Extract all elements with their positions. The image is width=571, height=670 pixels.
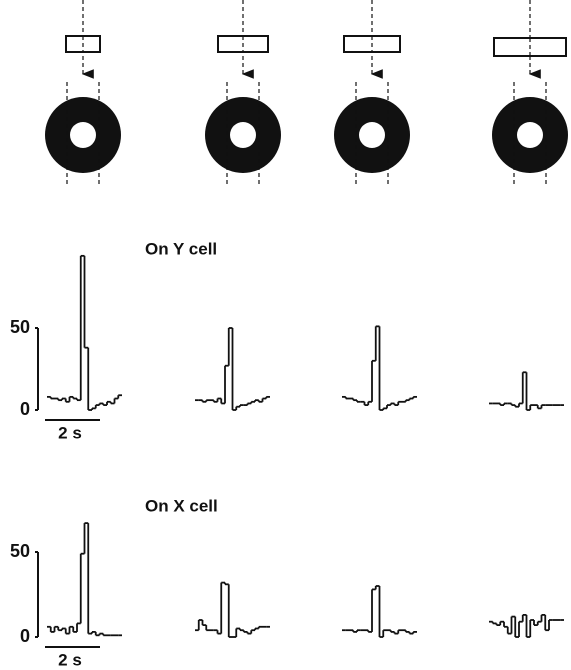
stimulus-3 (334, 0, 410, 186)
panel-title: On Y cell (145, 239, 217, 258)
panel-title: On X cell (145, 496, 218, 515)
stimulus-1 (45, 0, 121, 186)
y-tick-label: 0 (20, 626, 30, 646)
y-tick-label: 50 (10, 317, 30, 337)
stimulus-4 (492, 0, 568, 186)
y-tick-label: 50 (10, 541, 30, 561)
scale-label: 2 s (58, 423, 82, 442)
y-tick-label: 0 (20, 399, 30, 419)
scale-label: 2 s (58, 650, 82, 669)
stimulus-2 (205, 0, 281, 186)
